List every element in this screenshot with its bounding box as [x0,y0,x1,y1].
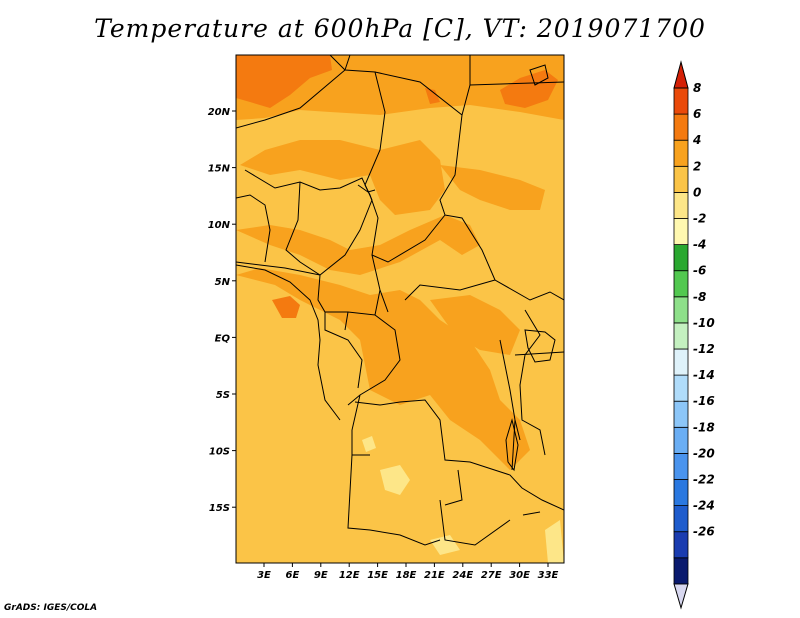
colorbar-label: -20 [693,446,715,460]
lon-tick-label: 15E [367,570,388,581]
colorbar-segment [673,505,689,533]
colorbar-label: 2 [693,159,701,173]
colorbar-label: 6 [693,107,701,121]
longitude-axis: 3E 6E 9E 12E 15E 18E 21E 24E 27E 30E 33E [257,563,559,581]
lat-tick-label: 10S [209,447,230,458]
grads-credit: GrADS: IGES/COLA [4,603,98,613]
lon-tick-label: 3E [257,570,271,581]
colorbar-label: 8 [693,81,701,95]
colorbar-segment [673,374,689,402]
colorbar-label: -14 [693,368,715,382]
colorbar-label: -18 [693,420,715,434]
colorbar-label: -24 [693,499,715,513]
colorbar-segment [673,479,689,507]
map-frame [235,54,565,564]
lon-tick-label: 12E [339,570,360,581]
lat-tick-label: 20N [208,107,231,118]
colorbar-label: 4 [692,133,701,147]
colorbar-segment [673,426,689,454]
lat-tick-label: 15N [208,164,231,175]
country-borders [236,55,564,546]
lon-tick-label: 30E [509,570,530,581]
colorbar: 8 6 4 2 0 -2 -4 -6 -8 -10 -12 -14 -16 -18 -20 -22 -24 -26 [673,60,715,610]
latitude-axis: 20N 15N 10N 5N EQ 5S 10S 15S [208,107,236,514]
colorbar-label: -10 [693,316,715,330]
lon-tick-label: 9E [314,570,328,581]
colorbar-bottom-arrow [673,583,689,610]
colorbar-segment [673,165,689,193]
colorbar-segment [673,113,689,141]
lat-tick-label: EQ [215,333,231,344]
map-title: Temperature at 600hPa [C], VT: 201907170… [94,14,706,43]
lon-tick-label: 27E [481,570,502,581]
colorbar-label: -12 [693,342,715,356]
colorbar-label: -4 [693,238,706,252]
lon-tick-label: 18E [396,570,417,581]
colorbar-label: -22 [693,473,715,487]
colorbar-segment [673,87,689,115]
lon-tick-label: 24E [452,570,473,581]
colorbar-segment [673,296,689,324]
lat-tick-label: 5N [215,277,231,288]
colorbar-segment [673,531,689,559]
colorbar-label: -16 [693,394,715,408]
colorbar-segment [673,348,689,376]
colorbar-label: -2 [693,212,706,226]
colorbar-segment [673,244,689,272]
colorbar-label: -26 [693,525,715,539]
colorbar-segment [673,452,689,480]
lon-tick-label: 33E [538,570,559,581]
colorbar-segment [673,400,689,428]
colorbar-segment [673,322,689,350]
colorbar-segment [673,191,689,219]
colorbar-segment [673,218,689,246]
lat-tick-label: 10N [208,220,231,231]
colorbar-label: 0 [693,185,701,199]
colorbar-label: -8 [693,290,706,304]
colorbar-top-arrow [673,60,689,89]
temperature-field [236,55,564,563]
lon-tick-label: 21E [424,570,445,581]
colorbar-segment [673,557,689,585]
colorbar-segment [673,270,689,298]
lon-tick-label: 6E [286,570,300,581]
colorbar-segment [673,139,689,167]
lat-tick-label: 5S [216,390,230,401]
lat-tick-label: 15S [209,503,230,514]
colorbar-label: -6 [693,264,706,278]
